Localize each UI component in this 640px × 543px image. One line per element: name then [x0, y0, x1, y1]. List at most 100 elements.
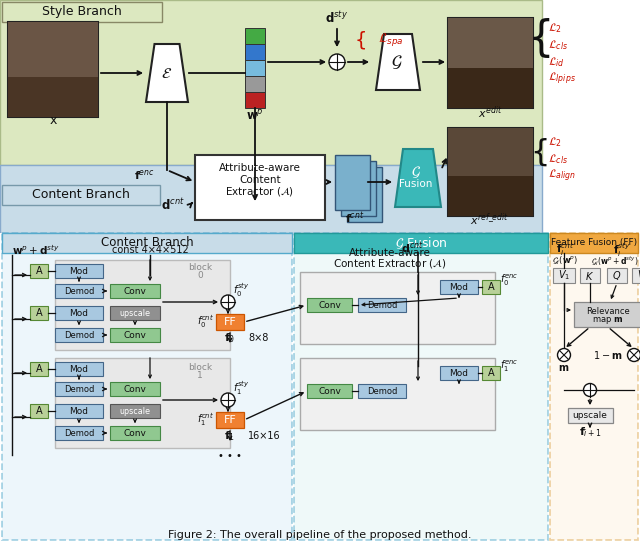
Text: const 4×4×512: const 4×4×512	[111, 245, 188, 255]
Bar	[216, 412, 244, 428]
Polygon shape	[376, 34, 420, 90]
Text: $\mathcal{G}$: $\mathcal{G}$	[391, 53, 403, 71]
Bar	[607, 268, 627, 283]
Text: $\mathbf{m}$: $\mathbf{m}$	[558, 363, 570, 373]
Text: $\mathcal{L}_{2}$: $\mathcal{L}_{2}$	[548, 135, 562, 149]
Bar	[553, 268, 575, 283]
Text: $\mathbf{d}^{sty}$: $\mathbf{d}^{sty}$	[326, 10, 349, 26]
Text: $\mathcal{L}_{cls}$: $\mathcal{L}_{cls}$	[548, 38, 568, 52]
Bar	[307, 298, 352, 312]
Bar	[300, 272, 495, 344]
Circle shape	[627, 349, 640, 362]
Bar	[110, 404, 160, 418]
Text: $\mathbf{w}^p+\mathbf{d}^{sty}$: $\mathbf{w}^p+\mathbf{d}^{sty}$	[12, 243, 60, 257]
Bar	[216, 314, 244, 330]
Bar	[440, 366, 478, 380]
Text: $\mathcal{G}$: $\mathcal{G}$	[411, 164, 421, 180]
Bar	[30, 306, 48, 320]
Text: Mod: Mod	[449, 282, 468, 292]
Bar	[448, 18, 533, 108]
Bar	[341, 161, 376, 216]
Bar	[110, 426, 160, 440]
Bar	[110, 306, 160, 320]
Bar	[8, 77, 98, 117]
Text: Demod: Demod	[64, 428, 94, 438]
Text: Style Branch: Style Branch	[42, 5, 122, 18]
Bar	[55, 426, 103, 440]
Text: $\mathbf{f}_i^{cnt}$: $\mathbf{f}_i^{cnt}$	[556, 242, 574, 258]
Text: $\mathcal{G}_i(\mathbf{w}^p+\mathbf{d}^{sty})$: $\mathcal{G}_i(\mathbf{w}^p+\mathbf{d}^{…	[591, 254, 639, 268]
Text: $\mathbf{w}^p$: $\mathbf{w}^p$	[246, 109, 264, 123]
Text: $\mathcal{G}_i(\mathbf{w}^p)$: $\mathcal{G}_i(\mathbf{w}^p)$	[552, 255, 578, 267]
Text: Demod: Demod	[367, 300, 397, 310]
Bar	[632, 268, 640, 283]
Text: upscale: upscale	[573, 411, 607, 420]
Bar	[448, 176, 533, 216]
Bar	[0, 165, 542, 233]
Text: Content Extractor ($\mathcal{A}$): Content Extractor ($\mathcal{A}$)	[333, 256, 447, 269]
Text: Extractor ($\mathcal{A}$): Extractor ($\mathcal{A}$)	[225, 186, 294, 199]
Text: Attribute-aware: Attribute-aware	[349, 248, 431, 258]
Text: $f_1^{sty}$: $f_1^{sty}$	[233, 379, 250, 397]
Text: 1: 1	[197, 371, 203, 381]
Bar	[2, 233, 292, 253]
Text: $\mathbf{d}^{cnt}$: $\mathbf{d}^{cnt}$	[161, 197, 185, 213]
Text: $f_1^{cnt}$: $f_1^{cnt}$	[197, 412, 214, 428]
Text: Figure 2: The overall pipeline of the proposed method.: Figure 2: The overall pipeline of the pr…	[168, 530, 472, 540]
Text: $x^{edit}$: $x^{edit}$	[477, 105, 502, 121]
Bar	[550, 233, 638, 253]
Text: map $\mathbf{m}$: map $\mathbf{m}$	[593, 314, 623, 325]
Text: 0: 0	[197, 272, 203, 281]
Bar	[55, 284, 103, 298]
Text: FF: FF	[223, 415, 236, 425]
Text: Conv: Conv	[124, 331, 147, 339]
Text: Mod: Mod	[70, 308, 88, 318]
Text: Conv: Conv	[124, 287, 147, 295]
Text: Attribute-aware: Attribute-aware	[219, 163, 301, 173]
Bar	[245, 92, 265, 108]
Circle shape	[221, 295, 235, 309]
Bar	[448, 68, 533, 108]
Text: $\mathcal{L}_{2}$: $\mathcal{L}_{2}$	[548, 21, 562, 35]
Text: $\mathbf{f}_0$: $\mathbf{f}_0$	[225, 331, 236, 345]
Text: $\mathbf{f}_i^{sty}$: $\mathbf{f}_i^{sty}$	[613, 241, 631, 259]
Text: $\mathbf{f}_{i+1}$: $\mathbf{f}_{i+1}$	[579, 425, 602, 439]
Polygon shape	[146, 44, 188, 102]
Text: A: A	[488, 368, 494, 378]
Text: $\mathcal{L}_{align}$: $\mathcal{L}_{align}$	[548, 168, 576, 184]
Text: $\mathbf{d}^{cnt}$: $\mathbf{d}^{cnt}$	[401, 240, 423, 256]
Text: $\mathcal{L}_{spa}$: $\mathcal{L}_{spa}$	[378, 31, 404, 48]
Text: $\mathbf{f}_1$: $\mathbf{f}_1$	[225, 429, 236, 443]
Text: $V_1$: $V_1$	[558, 269, 570, 282]
Text: $V_2$: $V_2$	[637, 269, 640, 282]
Text: Content Branch: Content Branch	[100, 237, 193, 249]
Text: A: A	[488, 282, 494, 292]
Bar	[574, 302, 640, 327]
Text: $f_0^{enc}$: $f_0^{enc}$	[500, 272, 518, 288]
Bar	[245, 44, 265, 60]
Circle shape	[221, 393, 235, 407]
Bar	[335, 155, 370, 210]
Text: $f_1^{enc}$: $f_1^{enc}$	[500, 358, 518, 374]
Text: upscale: upscale	[120, 308, 150, 318]
Circle shape	[329, 54, 345, 70]
Bar	[30, 362, 48, 376]
Text: FF: FF	[223, 317, 236, 327]
Text: Demod: Demod	[367, 387, 397, 395]
Text: • • •: • • •	[218, 451, 242, 461]
Text: Demod: Demod	[64, 331, 94, 339]
Text: $\mathcal{L}_{cls}$: $\mathcal{L}_{cls}$	[548, 152, 568, 166]
Text: $K$: $K$	[586, 269, 595, 281]
Text: A: A	[36, 308, 42, 318]
Text: $\{$: $\{$	[354, 29, 366, 51]
Bar	[568, 408, 613, 423]
Text: $\mathcal{L}_{lpips}$: $\mathcal{L}_{lpips}$	[548, 71, 576, 87]
Bar	[110, 382, 160, 396]
Bar	[110, 284, 160, 298]
Text: $\mathcal{L}_{id}$: $\mathcal{L}_{id}$	[548, 55, 565, 69]
Bar	[55, 404, 103, 418]
Text: Content: Content	[239, 175, 281, 185]
Bar	[294, 233, 548, 253]
Text: 8×8: 8×8	[248, 333, 268, 343]
Text: $\{$: $\{$	[527, 16, 550, 60]
